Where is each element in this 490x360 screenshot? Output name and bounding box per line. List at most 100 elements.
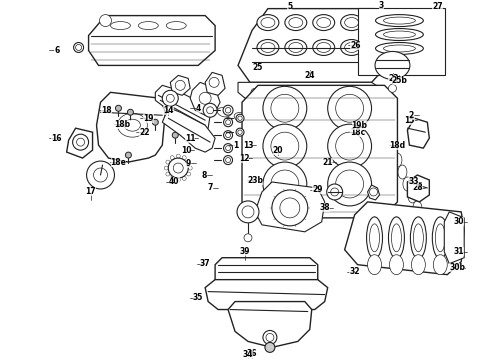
Circle shape: [209, 77, 219, 87]
Text: 14: 14: [163, 106, 173, 115]
Polygon shape: [255, 182, 325, 232]
Polygon shape: [170, 75, 190, 95]
Polygon shape: [155, 85, 210, 132]
Text: 18d: 18d: [390, 141, 406, 150]
Circle shape: [116, 105, 122, 111]
Text: 29: 29: [313, 185, 323, 194]
Ellipse shape: [257, 15, 279, 31]
Circle shape: [162, 90, 178, 106]
Circle shape: [299, 88, 307, 96]
Circle shape: [166, 94, 174, 102]
Circle shape: [76, 138, 85, 146]
Text: 17: 17: [85, 188, 96, 197]
Circle shape: [266, 333, 274, 341]
Text: 6: 6: [54, 46, 59, 55]
Circle shape: [280, 198, 300, 218]
Circle shape: [327, 184, 343, 200]
Polygon shape: [407, 175, 429, 202]
Text: 30b: 30b: [449, 263, 465, 272]
Circle shape: [263, 124, 307, 168]
Polygon shape: [344, 202, 464, 275]
Text: 34: 34: [243, 350, 253, 359]
Circle shape: [223, 144, 233, 153]
Text: 4: 4: [196, 104, 201, 113]
Text: 30: 30: [454, 217, 465, 226]
Ellipse shape: [344, 42, 359, 53]
Text: 22: 22: [139, 128, 149, 137]
Text: 18: 18: [101, 106, 112, 115]
Circle shape: [369, 188, 377, 196]
Text: 35: 35: [193, 293, 203, 302]
Ellipse shape: [412, 255, 425, 275]
Text: 23b: 23b: [247, 176, 263, 185]
Text: 38: 38: [319, 203, 330, 212]
Circle shape: [242, 206, 254, 218]
Circle shape: [225, 146, 230, 150]
Circle shape: [94, 168, 107, 182]
Circle shape: [328, 162, 371, 206]
Ellipse shape: [367, 217, 383, 259]
Ellipse shape: [390, 255, 403, 275]
Polygon shape: [238, 9, 388, 82]
Ellipse shape: [234, 113, 248, 122]
Polygon shape: [215, 258, 318, 287]
Text: 19: 19: [143, 114, 153, 123]
Circle shape: [346, 88, 355, 96]
Text: 27: 27: [432, 2, 442, 11]
Circle shape: [172, 132, 178, 138]
Polygon shape: [97, 92, 165, 162]
Ellipse shape: [375, 42, 423, 54]
Circle shape: [74, 42, 84, 53]
Ellipse shape: [110, 22, 130, 30]
Circle shape: [173, 163, 183, 173]
Polygon shape: [205, 72, 225, 95]
Circle shape: [336, 94, 364, 122]
Circle shape: [75, 45, 82, 50]
Circle shape: [175, 80, 185, 90]
Ellipse shape: [183, 98, 197, 107]
Ellipse shape: [408, 189, 417, 203]
Ellipse shape: [378, 117, 387, 131]
Ellipse shape: [373, 105, 382, 119]
Polygon shape: [228, 302, 312, 347]
Circle shape: [223, 131, 233, 140]
Ellipse shape: [403, 177, 412, 191]
Text: 2: 2: [409, 111, 414, 120]
Ellipse shape: [413, 201, 422, 215]
Ellipse shape: [398, 165, 407, 179]
Ellipse shape: [285, 40, 307, 55]
Ellipse shape: [433, 255, 447, 275]
Ellipse shape: [268, 122, 282, 132]
Ellipse shape: [200, 103, 214, 112]
Ellipse shape: [285, 127, 299, 137]
Circle shape: [244, 234, 252, 242]
Ellipse shape: [369, 224, 380, 252]
Circle shape: [370, 88, 378, 96]
Text: 13: 13: [243, 141, 253, 150]
Circle shape: [271, 94, 299, 122]
Circle shape: [225, 120, 230, 125]
Bar: [358, 8, 445, 75]
Polygon shape: [238, 82, 388, 102]
Text: 21: 21: [322, 158, 333, 167]
Circle shape: [263, 330, 277, 345]
Ellipse shape: [432, 217, 448, 259]
Circle shape: [336, 170, 364, 198]
Text: 12: 12: [239, 154, 249, 163]
Circle shape: [238, 116, 242, 120]
Circle shape: [87, 161, 115, 189]
Text: 40: 40: [169, 177, 179, 186]
Text: 37: 37: [200, 259, 211, 268]
Circle shape: [237, 201, 259, 223]
Circle shape: [263, 86, 307, 130]
Circle shape: [199, 92, 211, 104]
Ellipse shape: [384, 45, 416, 52]
Ellipse shape: [217, 108, 231, 117]
Circle shape: [73, 134, 89, 150]
Circle shape: [265, 342, 275, 352]
Text: 31: 31: [454, 247, 465, 256]
Ellipse shape: [285, 15, 307, 31]
Ellipse shape: [411, 217, 426, 259]
Polygon shape: [67, 128, 93, 158]
Circle shape: [225, 133, 230, 138]
